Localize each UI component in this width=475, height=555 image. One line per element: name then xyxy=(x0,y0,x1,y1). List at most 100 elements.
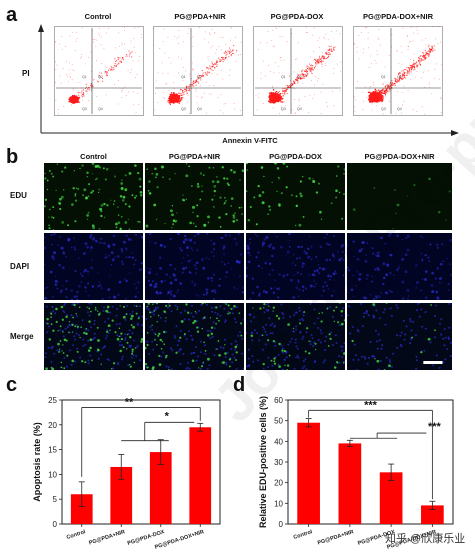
flow-plot-control: Q1 Q2 Q3 Q4 xyxy=(54,26,144,116)
micro-nuclei xyxy=(246,303,345,370)
bar xyxy=(110,466,133,524)
flow-quadrant-label: Q2 xyxy=(98,75,103,79)
x-tick-label: PG@PDA+NIR xyxy=(88,529,126,546)
flow-quadrant-label: Q3 xyxy=(381,107,386,111)
chart-edu-positive: 0 10 20 30 40 50 60 Relative EDU-positive cells… xyxy=(258,396,454,551)
flow-col-title-1: PG@PDA+NIR xyxy=(174,12,226,21)
micro-merge-pg-pda-dox xyxy=(246,303,345,370)
flow-quadrant-label: Q4 xyxy=(397,107,402,111)
flow-plot-pg-pda-dox: Q1 Q2 Q3 Q4 xyxy=(253,26,343,116)
y-tick-label: 60 xyxy=(274,396,283,405)
flow-quadrant-label: Q4 xyxy=(297,107,302,111)
y-tick-label: 40 xyxy=(274,437,283,446)
flow-quadrant-label: Q1 xyxy=(381,75,386,79)
bar xyxy=(149,452,172,524)
significance-label: *** xyxy=(364,399,378,411)
flow-plot-pg-pda-dox-nir: Q1 Q2 Q3 Q4 xyxy=(353,26,443,116)
micro-dapi-pg-pda-dox-nir xyxy=(347,233,452,300)
micro-background xyxy=(347,233,452,300)
scale-bar xyxy=(423,361,443,364)
flow-quadrant-label: Q2 xyxy=(297,75,302,79)
micro-nuclei xyxy=(347,233,452,300)
micro-dapi-pg-pda-dox xyxy=(246,233,345,300)
y-axis-label: Apoptosis rate (%) xyxy=(32,422,42,502)
micro-background xyxy=(246,163,345,230)
flow-y-axis-label: PI xyxy=(22,69,30,78)
flow-col-title-3: PG@PDA-DOX+NIR xyxy=(362,12,434,21)
micro-dapi-control xyxy=(44,233,143,300)
panel-b-label: b xyxy=(6,146,19,168)
micro-background xyxy=(246,233,345,300)
micro-nuclei xyxy=(246,163,345,227)
micro-merge-control xyxy=(44,303,143,370)
micro-row-label-dapi: DAPI xyxy=(10,262,30,271)
micro-col-title-0: Control xyxy=(80,152,107,161)
bar xyxy=(189,427,212,524)
significance-label: ** xyxy=(125,396,134,408)
micro-background xyxy=(246,303,345,370)
micro-col-title-2: PG@PDA-DOX xyxy=(269,152,322,161)
panel-c-label: c xyxy=(6,374,18,396)
flow-quadrant-label: Q1 xyxy=(181,75,186,79)
y-tick-label: 25 xyxy=(48,396,57,405)
micro-row-label-edu: EDU xyxy=(10,191,27,200)
flow-frame xyxy=(54,26,144,116)
micro-background xyxy=(44,303,143,370)
y-axis-label: Relative EDU-positive cells (%) xyxy=(258,396,268,528)
flow-quadrant-label: Q3 xyxy=(82,107,87,111)
micro-nuclei xyxy=(145,233,244,300)
y-tick-label: 0 xyxy=(53,520,58,529)
y-tick-label: 20 xyxy=(274,479,283,488)
micro-background xyxy=(44,233,143,300)
micro-nuclei xyxy=(246,233,345,300)
flow-events xyxy=(255,26,342,114)
micro-nuclei xyxy=(44,163,143,230)
bar xyxy=(379,472,403,524)
micro-background xyxy=(145,163,244,230)
micro-merge-pg-pda-nir xyxy=(145,303,244,370)
flow-quadrant-label: Q4 xyxy=(197,107,202,111)
flow-plot-pg-pda-nir: Q1 Q2 Q3 Q4 xyxy=(153,26,243,116)
flow-col-title-2: PG@PDA-DOX xyxy=(270,12,324,21)
micro-nuclei xyxy=(44,233,143,300)
x-tick-label: Control xyxy=(66,529,87,541)
bar xyxy=(338,443,362,524)
chart-apoptosis-rate: 0 5 10 15 20 25 Apoptosis rate (%) Control PG@PD… xyxy=(32,396,221,551)
flow-events xyxy=(354,26,442,115)
y-tick-label: 10 xyxy=(48,470,57,479)
flow-quadrant-label: Q2 xyxy=(397,75,402,79)
flow-quadrant-label: Q3 xyxy=(281,107,286,111)
y-tick-label: 20 xyxy=(48,421,57,430)
flow-quadrant-label: Q1 xyxy=(281,75,286,79)
micro-background xyxy=(347,303,452,370)
significance-label: * xyxy=(165,410,170,422)
y-tick-label: 10 xyxy=(274,499,283,508)
y-tick-label: 50 xyxy=(274,417,283,426)
flow-frame xyxy=(253,26,343,116)
flow-col-title-0: Control xyxy=(84,12,112,21)
y-tick-label: 15 xyxy=(48,446,57,455)
flow-events xyxy=(153,27,242,114)
significance-label: *** xyxy=(428,421,442,433)
micro-dapi-pg-pda-nir xyxy=(145,233,244,300)
panel-d-label: d xyxy=(233,374,246,396)
micro-merge-pg-pda-dox-nir xyxy=(347,303,452,370)
flow-quadrant-label: Q4 xyxy=(98,107,103,111)
flow-frame xyxy=(353,26,443,116)
flow-events xyxy=(54,26,142,115)
micro-nuclei xyxy=(44,303,143,370)
y-tick-label: 5 xyxy=(53,495,58,504)
x-tick-label: Control xyxy=(293,529,314,541)
micro-edu-pg-pda-dox-nir xyxy=(347,163,452,230)
bar xyxy=(297,422,320,524)
micro-nuclei xyxy=(145,163,244,229)
flow-quadrant-label: Q2 xyxy=(197,75,202,79)
micro-background xyxy=(44,163,143,230)
micro-row-label-merge: Merge xyxy=(10,332,34,341)
flow-quadrant-label: Q3 xyxy=(181,107,186,111)
y-tick-label: 30 xyxy=(274,458,283,467)
plot-frame xyxy=(61,399,221,525)
x-tick-label: PG@PDA+NIR xyxy=(317,529,355,546)
micro-edu-pg-pda-dox xyxy=(246,163,345,230)
flow-axes xyxy=(38,24,459,136)
